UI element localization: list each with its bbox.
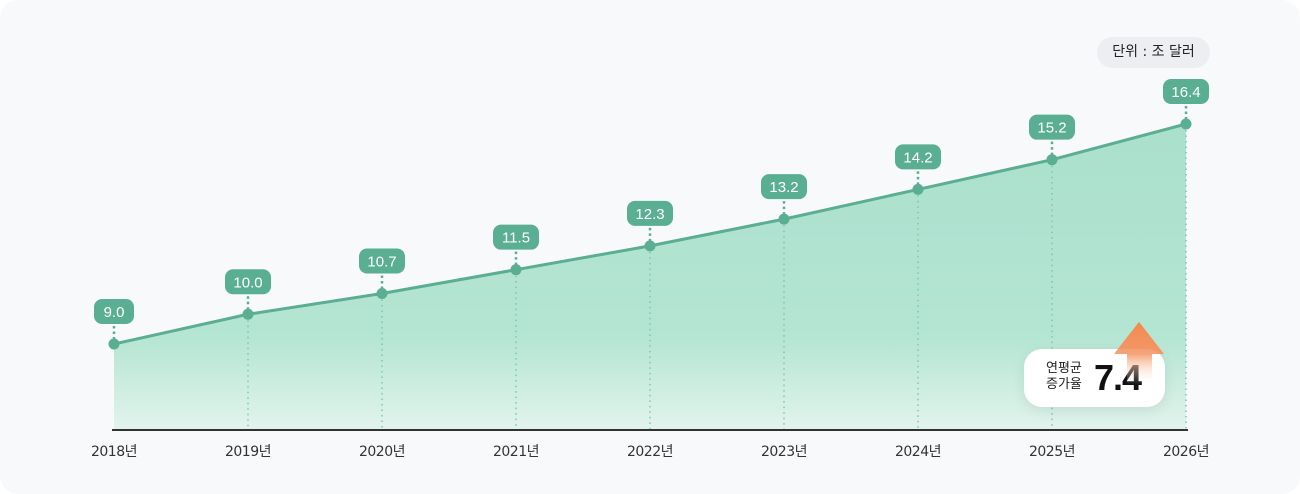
data-point <box>376 287 388 299</box>
x-tick-label: 2021년 <box>493 444 539 460</box>
data-label-bg <box>1029 114 1075 140</box>
x-tick-label: 2024년 <box>895 444 941 460</box>
x-tick-label: 2026년 <box>1163 444 1209 460</box>
unit-badge: 단위 : 조 달러 <box>1097 37 1210 68</box>
data-point <box>912 183 924 195</box>
data-point <box>644 240 656 252</box>
data-label: 10.7 <box>367 253 396 270</box>
data-label: 16.4 <box>1171 84 1200 101</box>
x-tick-label: 2018년 <box>91 444 137 460</box>
data-label: 15.2 <box>1037 120 1066 137</box>
x-tick-label: 2023년 <box>761 444 807 460</box>
data-label: 10.0 <box>233 274 262 291</box>
data-label-bg <box>895 144 941 170</box>
data-point <box>108 338 120 350</box>
data-label: 13.2 <box>769 179 798 196</box>
data-label-bg <box>94 299 134 324</box>
data-label: 9.0 <box>104 304 125 321</box>
data-point <box>510 264 522 276</box>
cagr-label-line2: 증가율 <box>1046 377 1082 392</box>
data-point <box>778 213 790 225</box>
data-label-bg <box>225 269 271 295</box>
cagr-box: 연평균 증가율 7.4 <box>1024 349 1165 407</box>
cagr-label-line1: 연평균 <box>1046 361 1082 376</box>
data-label-bg <box>627 200 673 226</box>
data-label: 12.3 <box>635 206 664 223</box>
data-label: 11.5 <box>502 230 530 247</box>
x-tick-label: 2020년 <box>359 444 405 460</box>
data-label-bg <box>1163 79 1209 104</box>
data-point <box>1046 154 1058 166</box>
data-label-bg <box>359 248 405 274</box>
data-label-bg <box>493 224 539 250</box>
cagr-label: 연평균 증가율 <box>1046 361 1094 393</box>
area-fill <box>114 124 1186 430</box>
data-point <box>242 308 254 320</box>
data-label-bg <box>761 174 807 200</box>
data-point <box>1180 118 1192 130</box>
cagr-value: 7.4 <box>1094 357 1142 398</box>
data-label: 14.2 <box>903 149 932 166</box>
x-tick-label: 2025년 <box>1029 444 1075 460</box>
x-tick-label: 2019년 <box>225 444 271 460</box>
x-tick-label: 2022년 <box>627 444 673 460</box>
